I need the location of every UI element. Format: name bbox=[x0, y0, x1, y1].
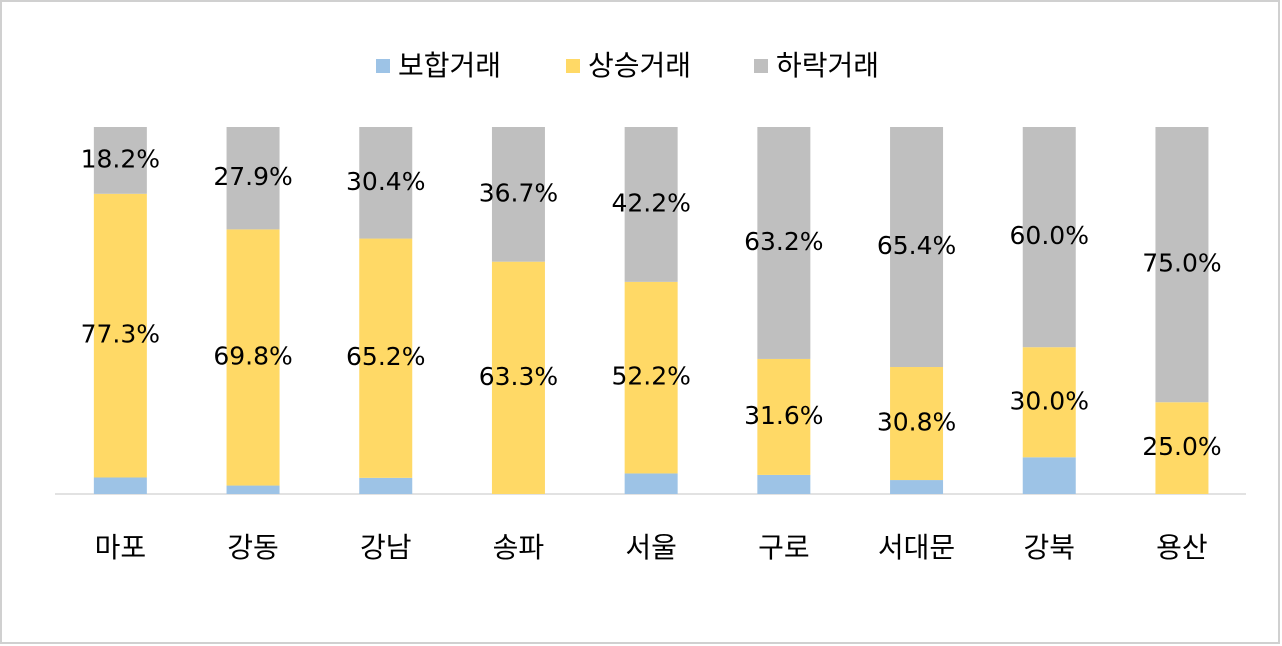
bar-segment bbox=[624, 473, 678, 494]
bar-segment bbox=[1022, 127, 1076, 348]
legend-label: 보합거래 bbox=[398, 49, 501, 82]
data-label: 52.2% bbox=[611, 362, 690, 391]
bar-segment bbox=[93, 193, 147, 478]
legend-label: 하락거래 bbox=[776, 49, 879, 82]
data-label: 65.4% bbox=[877, 231, 956, 260]
x-tick-label: 서대문 bbox=[878, 531, 955, 564]
legend-label: 상승거래 bbox=[588, 49, 691, 82]
data-label: 63.2% bbox=[744, 227, 823, 256]
bar-segment bbox=[226, 485, 280, 494]
x-tick-label: 강남 bbox=[360, 531, 412, 564]
bar-segment bbox=[1155, 127, 1209, 403]
legend-marker bbox=[754, 59, 768, 73]
bar-segment bbox=[757, 358, 811, 475]
data-label: 75.0% bbox=[1142, 249, 1221, 278]
bar-segment bbox=[890, 367, 944, 481]
bar-segment bbox=[359, 127, 413, 239]
data-label: 25.0% bbox=[1142, 432, 1221, 461]
data-label: 69.8% bbox=[213, 341, 292, 370]
bar-segment bbox=[624, 281, 678, 474]
bar-segment bbox=[226, 127, 280, 230]
bar-segment bbox=[890, 127, 944, 368]
data-label: 42.2% bbox=[611, 188, 690, 217]
bar-segment bbox=[491, 261, 545, 494]
legend-marker bbox=[376, 59, 390, 73]
data-label: 31.6% bbox=[744, 401, 823, 430]
bar-segment bbox=[1155, 402, 1209, 494]
data-label: 30.0% bbox=[1010, 386, 1089, 415]
data-label: 18.2% bbox=[81, 144, 160, 173]
bar-segment bbox=[1022, 347, 1076, 458]
bar-segment bbox=[359, 238, 413, 478]
bar-segment bbox=[757, 127, 811, 359]
data-label: 30.4% bbox=[346, 167, 425, 196]
x-tick-label: 구로 bbox=[758, 531, 810, 564]
bar-segment bbox=[93, 477, 147, 494]
legend-marker bbox=[566, 59, 580, 73]
x-tick-label: 용산 bbox=[1156, 531, 1208, 564]
data-label: 60.0% bbox=[1010, 221, 1089, 250]
bar-segment bbox=[757, 474, 811, 494]
bar-segment bbox=[226, 229, 280, 486]
data-label: 63.3% bbox=[479, 362, 558, 391]
x-tick-label: 강북 bbox=[1023, 531, 1075, 564]
bar-segment bbox=[93, 127, 147, 194]
x-tick-label: 마포 bbox=[95, 531, 147, 564]
bar-segment bbox=[359, 477, 413, 494]
data-label: 27.9% bbox=[213, 162, 292, 191]
bar-segment bbox=[624, 127, 678, 282]
x-tick-label: 송파 bbox=[493, 531, 545, 564]
data-label: 65.2% bbox=[346, 342, 425, 371]
data-label: 77.3% bbox=[81, 320, 160, 349]
data-label: 36.7% bbox=[479, 178, 558, 207]
data-label: 30.8% bbox=[877, 408, 956, 437]
x-tick-label: 서울 bbox=[625, 531, 677, 564]
bar-segment bbox=[890, 480, 944, 494]
bar-segment bbox=[1022, 457, 1076, 494]
bar-segment bbox=[491, 127, 545, 262]
x-tick-label: 강동 bbox=[227, 531, 279, 564]
